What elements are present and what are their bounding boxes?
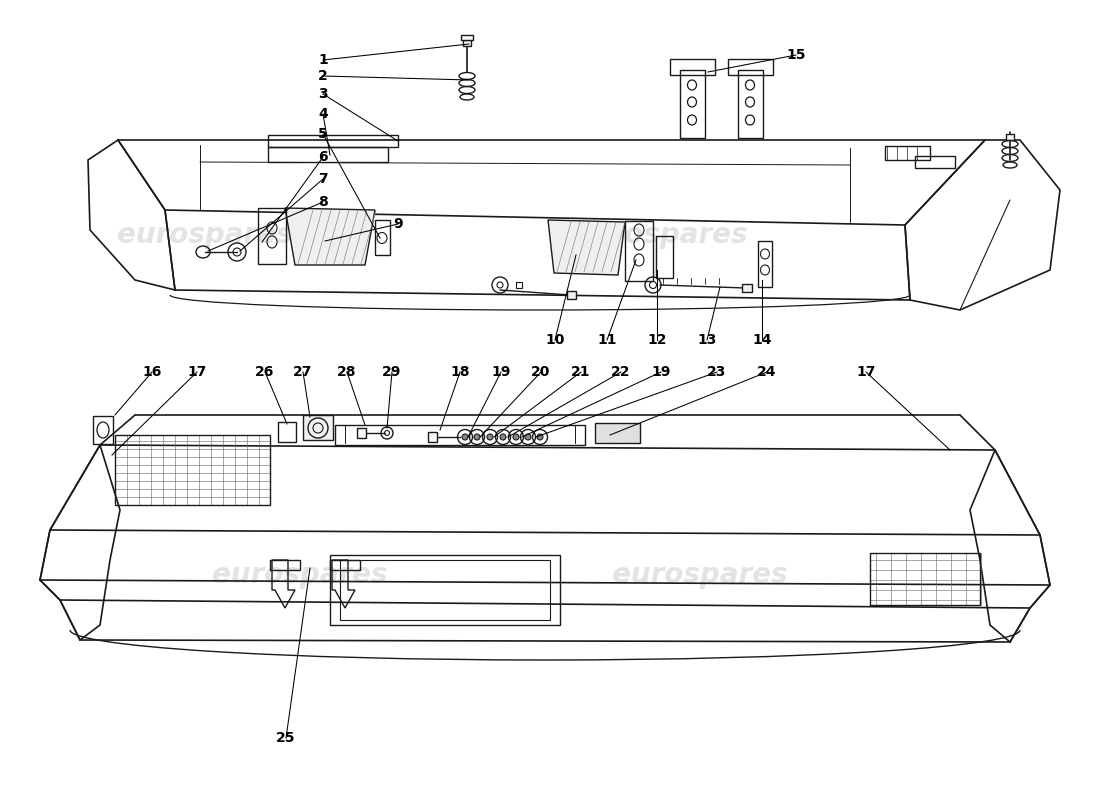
Text: 21: 21 — [571, 365, 591, 379]
Bar — [870, 553, 980, 605]
Bar — [728, 59, 773, 75]
Bar — [330, 560, 360, 570]
Text: eurospares: eurospares — [212, 561, 387, 589]
Ellipse shape — [462, 434, 468, 440]
Bar — [738, 70, 763, 138]
Bar — [758, 241, 772, 287]
Bar — [258, 208, 286, 264]
Text: 15: 15 — [786, 48, 805, 62]
Bar — [566, 291, 576, 299]
Text: 16: 16 — [142, 365, 162, 379]
Bar — [340, 560, 550, 620]
Bar — [336, 425, 585, 445]
Bar — [680, 70, 705, 138]
Text: 25: 25 — [276, 731, 296, 745]
Text: eurospares: eurospares — [118, 221, 293, 249]
Bar — [656, 236, 673, 278]
Polygon shape — [548, 220, 625, 275]
Text: 4: 4 — [318, 107, 328, 121]
Ellipse shape — [525, 434, 531, 440]
Text: 8: 8 — [318, 195, 328, 209]
Text: 6: 6 — [318, 150, 328, 164]
Text: 24: 24 — [757, 365, 777, 379]
Text: 23: 23 — [707, 365, 727, 379]
Bar — [516, 282, 522, 288]
Bar — [428, 432, 437, 442]
Text: 2: 2 — [318, 69, 328, 83]
Text: 1: 1 — [318, 53, 328, 67]
Text: 19: 19 — [492, 365, 510, 379]
Text: 19: 19 — [651, 365, 671, 379]
Bar — [330, 555, 560, 625]
Text: 26: 26 — [255, 365, 275, 379]
Bar — [375, 220, 390, 255]
Bar — [302, 415, 333, 440]
Text: 10: 10 — [546, 333, 564, 347]
Text: 9: 9 — [393, 217, 403, 231]
Text: 5: 5 — [318, 127, 328, 141]
Ellipse shape — [513, 434, 519, 440]
Bar — [742, 284, 752, 292]
Text: 11: 11 — [597, 333, 617, 347]
Bar — [270, 560, 300, 570]
Text: 17: 17 — [187, 365, 207, 379]
Bar — [1006, 134, 1014, 140]
Bar — [625, 221, 653, 281]
Ellipse shape — [474, 434, 480, 440]
Bar — [463, 40, 471, 46]
Polygon shape — [285, 208, 375, 265]
Bar — [886, 146, 929, 160]
Bar — [358, 428, 366, 438]
Text: 3: 3 — [318, 87, 328, 101]
Text: 29: 29 — [383, 365, 402, 379]
Text: 18: 18 — [450, 365, 470, 379]
Bar — [595, 423, 640, 443]
Text: 20: 20 — [531, 365, 551, 379]
Bar — [278, 422, 296, 442]
Text: 27: 27 — [294, 365, 312, 379]
Bar — [116, 435, 270, 505]
Bar — [268, 147, 388, 162]
Bar — [94, 416, 113, 444]
Bar — [915, 156, 955, 168]
Text: 22: 22 — [612, 365, 630, 379]
Ellipse shape — [537, 434, 543, 440]
Text: eurospares: eurospares — [572, 221, 748, 249]
Bar — [461, 35, 473, 40]
Bar — [268, 135, 398, 147]
Text: 17: 17 — [856, 365, 876, 379]
Ellipse shape — [487, 434, 493, 440]
Ellipse shape — [500, 434, 506, 440]
Bar — [670, 59, 715, 75]
Text: 13: 13 — [697, 333, 717, 347]
Text: eurospares: eurospares — [613, 561, 788, 589]
Text: 7: 7 — [318, 172, 328, 186]
Text: 12: 12 — [647, 333, 667, 347]
Text: 14: 14 — [752, 333, 772, 347]
Text: 28: 28 — [338, 365, 356, 379]
